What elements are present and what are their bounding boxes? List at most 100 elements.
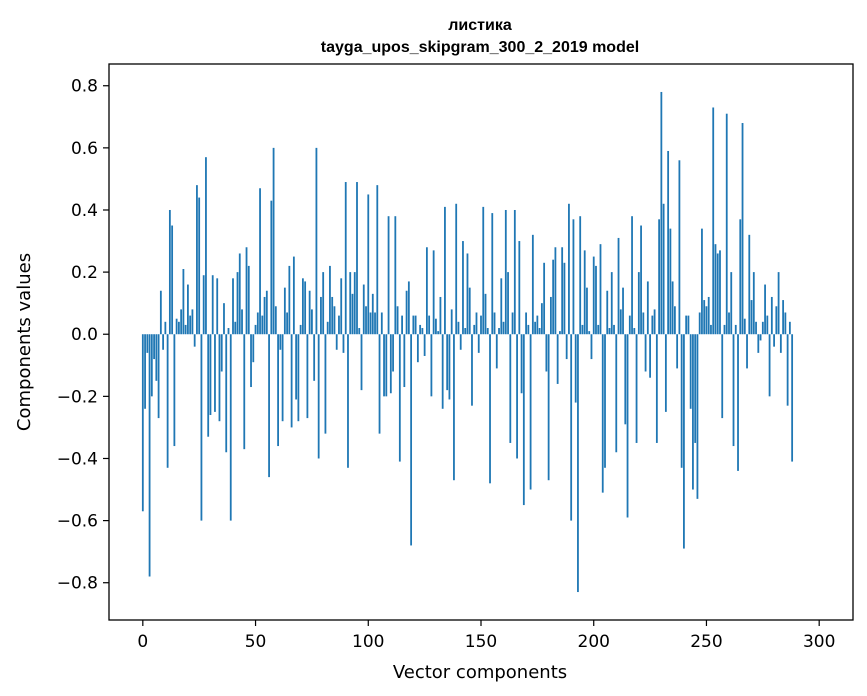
- bar: [716, 253, 719, 335]
- bar: [405, 290, 408, 335]
- bar: [498, 328, 500, 335]
- bar: [344, 182, 347, 335]
- bar: [342, 334, 345, 353]
- bar: [540, 303, 543, 335]
- bar: [619, 309, 622, 335]
- bar: [401, 315, 403, 335]
- bar: [252, 334, 255, 363]
- bar: [739, 219, 742, 335]
- bar: [552, 259, 555, 335]
- bar: [202, 275, 205, 335]
- bar: [775, 306, 778, 335]
- bar: [349, 272, 352, 335]
- bar: [468, 287, 471, 335]
- bar: [324, 334, 327, 434]
- bar: [238, 253, 241, 335]
- bar: [299, 324, 302, 335]
- bar: [380, 312, 383, 335]
- bar: [655, 334, 658, 443]
- bar: [396, 306, 399, 335]
- bar: [227, 328, 230, 335]
- bar: [150, 334, 153, 397]
- bar: [588, 331, 591, 335]
- bar: [448, 334, 451, 400]
- bar: [180, 309, 183, 335]
- bar: [177, 321, 180, 335]
- bar: [477, 334, 480, 353]
- bar: [536, 315, 539, 335]
- bar: [507, 272, 509, 335]
- bar: [782, 300, 785, 335]
- bar: [689, 334, 692, 409]
- bar: [371, 293, 374, 335]
- bar: [683, 334, 685, 549]
- bar: [353, 272, 356, 335]
- bar: [214, 334, 216, 412]
- bar: [545, 334, 548, 372]
- bar: [164, 321, 167, 335]
- bar: [157, 334, 160, 419]
- bar: [786, 334, 789, 406]
- bar: [146, 334, 149, 353]
- bar: [356, 182, 358, 335]
- bar: [768, 334, 771, 397]
- bar: [358, 328, 361, 335]
- bar: [211, 275, 214, 335]
- bar: [597, 324, 600, 335]
- bar: [292, 256, 295, 335]
- bar: [410, 334, 413, 546]
- bar: [265, 290, 268, 335]
- bar: [741, 123, 744, 335]
- bar: [482, 206, 485, 335]
- bar: [198, 197, 201, 335]
- bar: [304, 281, 307, 335]
- bar: [669, 228, 672, 335]
- bar: [671, 281, 674, 335]
- bar: [367, 194, 370, 335]
- bar: [486, 328, 489, 335]
- bar: [770, 296, 773, 335]
- bar: [734, 324, 737, 335]
- bar: [168, 209, 171, 335]
- bar: [534, 321, 537, 335]
- bar: [649, 334, 651, 378]
- bar: [746, 334, 748, 369]
- bar: [419, 324, 422, 335]
- bar: [721, 334, 724, 419]
- bar: [311, 309, 313, 335]
- bar: [676, 334, 679, 369]
- x-tick-label: 50: [245, 632, 267, 652]
- bar: [703, 300, 706, 335]
- y-tick-label: 0.6: [71, 139, 98, 159]
- chart-subtitle: tayga_upos_skipgram_300_2_2019 model: [321, 39, 639, 56]
- bar: [218, 334, 221, 422]
- bar: [425, 247, 428, 335]
- bar: [773, 334, 775, 347]
- bar: [572, 219, 575, 335]
- bar: [502, 321, 505, 335]
- bar: [407, 281, 410, 335]
- bar: [254, 324, 257, 335]
- bar: [748, 234, 751, 335]
- bar: [338, 315, 340, 335]
- bar: [658, 219, 661, 335]
- bar: [628, 315, 631, 335]
- y-tick-label: 0.0: [71, 325, 98, 345]
- y-tick-label: −0.4: [57, 449, 98, 469]
- bar: [513, 209, 516, 335]
- x-tick-label: 100: [352, 632, 384, 652]
- bar: [525, 312, 527, 335]
- bar: [322, 272, 325, 335]
- bar: [631, 216, 633, 335]
- bar: [606, 290, 609, 335]
- bar: [435, 318, 437, 335]
- y-tick-label: −0.2: [57, 387, 98, 407]
- bar: [757, 334, 760, 353]
- bar: [509, 334, 512, 443]
- bar: [432, 250, 435, 335]
- bar: [223, 303, 225, 335]
- bar: [220, 334, 223, 372]
- bar: [480, 315, 482, 335]
- bar: [394, 216, 397, 335]
